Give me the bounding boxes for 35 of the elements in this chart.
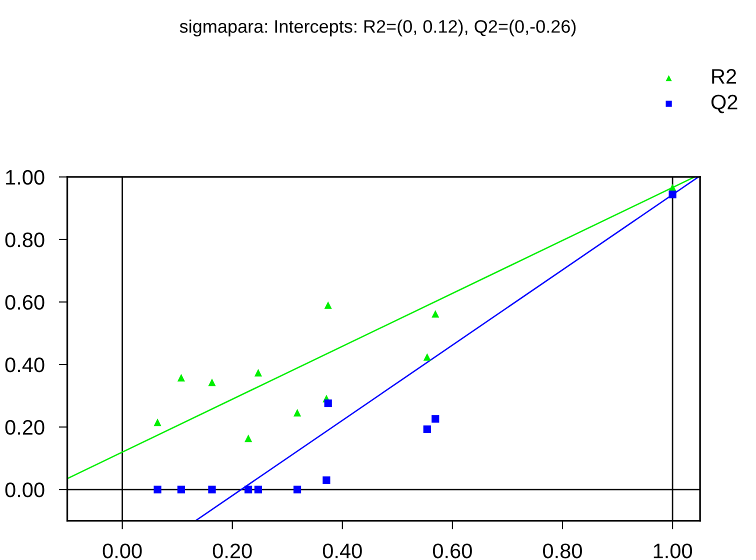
x-tick-label: 0.00 xyxy=(102,544,142,558)
x-tick-label: 0.20 xyxy=(212,544,252,558)
point xyxy=(324,301,332,309)
x-tick-label: 0.60 xyxy=(432,544,472,558)
y-tick-label: 0.40 xyxy=(5,358,44,372)
point xyxy=(208,486,216,494)
point xyxy=(244,486,252,494)
point xyxy=(293,408,302,416)
y-tick-label: 0.80 xyxy=(5,232,44,248)
x-tick-label: 0.80 xyxy=(543,544,582,558)
point xyxy=(154,486,162,494)
point xyxy=(293,486,302,494)
x-tick-label: 0.40 xyxy=(322,544,362,558)
point xyxy=(177,486,185,494)
point xyxy=(423,353,431,361)
y-tick-label: 1.00 xyxy=(6,170,44,185)
point xyxy=(668,190,676,198)
point xyxy=(432,415,440,423)
point xyxy=(432,310,440,318)
y-tick-label: 0.00 xyxy=(5,482,44,498)
legend-label: Q2 xyxy=(711,94,738,114)
chart-title: sigmapara: Intercepts: R2=(0, 0.12), Q2=(0,-0.26) xyxy=(180,20,576,36)
point xyxy=(177,374,185,382)
point xyxy=(254,486,262,494)
point xyxy=(254,368,262,376)
point xyxy=(322,476,330,484)
point xyxy=(154,418,162,426)
y-tick-label: 0.60 xyxy=(5,294,44,310)
point xyxy=(208,378,216,386)
point xyxy=(324,399,332,408)
point xyxy=(244,434,252,442)
y-tick-label: 0.20 xyxy=(5,420,44,435)
legend-label: R2 xyxy=(712,69,736,84)
point xyxy=(423,425,431,434)
x-tick-label: 1.00 xyxy=(654,544,692,558)
